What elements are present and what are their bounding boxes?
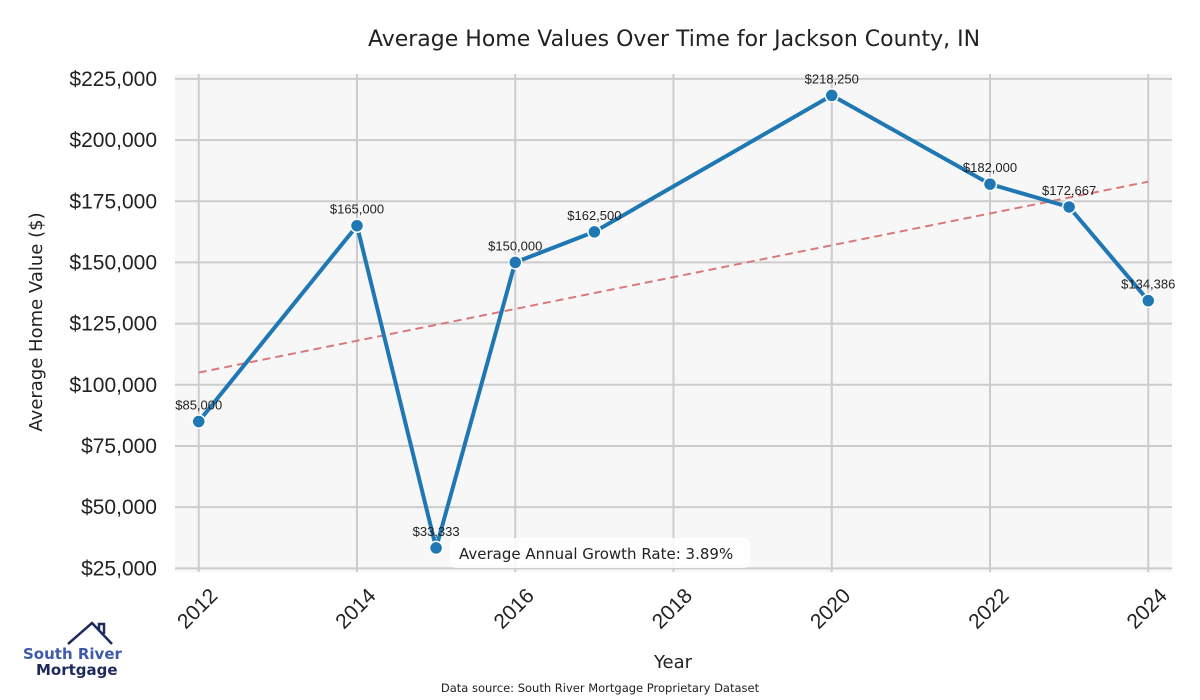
y-tick-label: $75,000 bbox=[81, 435, 157, 458]
data-label: $165,000 bbox=[330, 202, 384, 217]
data-point bbox=[428, 540, 444, 556]
x-axis: 2012 2014 2016 2018 2020 2022 2024 bbox=[173, 584, 1172, 634]
data-points bbox=[191, 88, 1156, 556]
data-labels: $85,000 $165,000 $33,333 $150,000 $162,500 $2… bbox=[175, 71, 1175, 539]
x-tick-label: 2020 bbox=[806, 584, 855, 633]
y-tick-label: $150,000 bbox=[69, 251, 157, 274]
y-tick-label: $25,000 bbox=[81, 557, 157, 580]
x-tick-label: 2014 bbox=[331, 584, 381, 634]
growth-rate-annotation: Average Annual Growth Rate: 3.89% bbox=[450, 538, 750, 568]
data-point bbox=[507, 255, 523, 270]
data-point bbox=[824, 88, 840, 103]
grid bbox=[175, 74, 1172, 572]
annotation-text: Average Annual Growth Rate: 3.89% bbox=[459, 545, 733, 563]
x-axis-label: Year bbox=[653, 652, 693, 673]
data-point bbox=[191, 414, 206, 429]
data-label: $172,667 bbox=[1042, 183, 1096, 198]
data-source: Data source: South River Mortgage Propri… bbox=[441, 681, 760, 695]
x-tick-label: 2016 bbox=[489, 584, 538, 633]
annotation-box bbox=[450, 538, 750, 568]
y-tick-label: $125,000 bbox=[69, 313, 157, 336]
data-label: $33,333 bbox=[413, 524, 460, 539]
x-tick-label: 2024 bbox=[1122, 584, 1172, 634]
x-tick-label: 2022 bbox=[964, 584, 1013, 633]
y-tick-label: $175,000 bbox=[69, 190, 157, 213]
logo: South River Mortgage bbox=[23, 621, 123, 679]
logo-line2: Mortgage bbox=[36, 661, 118, 679]
data-point bbox=[349, 218, 365, 233]
data-point bbox=[587, 224, 602, 240]
y-axis: $25,000 $50,000 $75,000 $100,000 $125,000 $15… bbox=[69, 68, 157, 580]
y-tick-label: $200,000 bbox=[69, 129, 157, 152]
data-label: $162,500 bbox=[567, 208, 621, 223]
data-label: $150,000 bbox=[488, 238, 542, 253]
data-point bbox=[982, 176, 998, 192]
trend-line bbox=[198, 180, 1149, 374]
x-tick-label: 2018 bbox=[648, 584, 697, 633]
data-label: $182,000 bbox=[963, 160, 1017, 175]
y-tick-label: $50,000 bbox=[81, 496, 157, 519]
x-tick-label: 2012 bbox=[173, 584, 222, 633]
house-icon bbox=[67, 621, 113, 645]
y-tick-label: $225,000 bbox=[69, 68, 157, 91]
data-label: $218,250 bbox=[805, 71, 859, 86]
data-point bbox=[1061, 199, 1077, 215]
data-label: $134,386 bbox=[1121, 277, 1175, 292]
y-tick-label: $100,000 bbox=[69, 374, 157, 397]
y-axis-label: Average Home Value ($) bbox=[26, 212, 47, 431]
logo-line1: South River bbox=[23, 645, 123, 663]
chart-title: Average Home Values Over Time for Jackso… bbox=[368, 27, 980, 52]
data-label: $85,000 bbox=[175, 397, 222, 412]
data-point bbox=[1141, 293, 1156, 308]
